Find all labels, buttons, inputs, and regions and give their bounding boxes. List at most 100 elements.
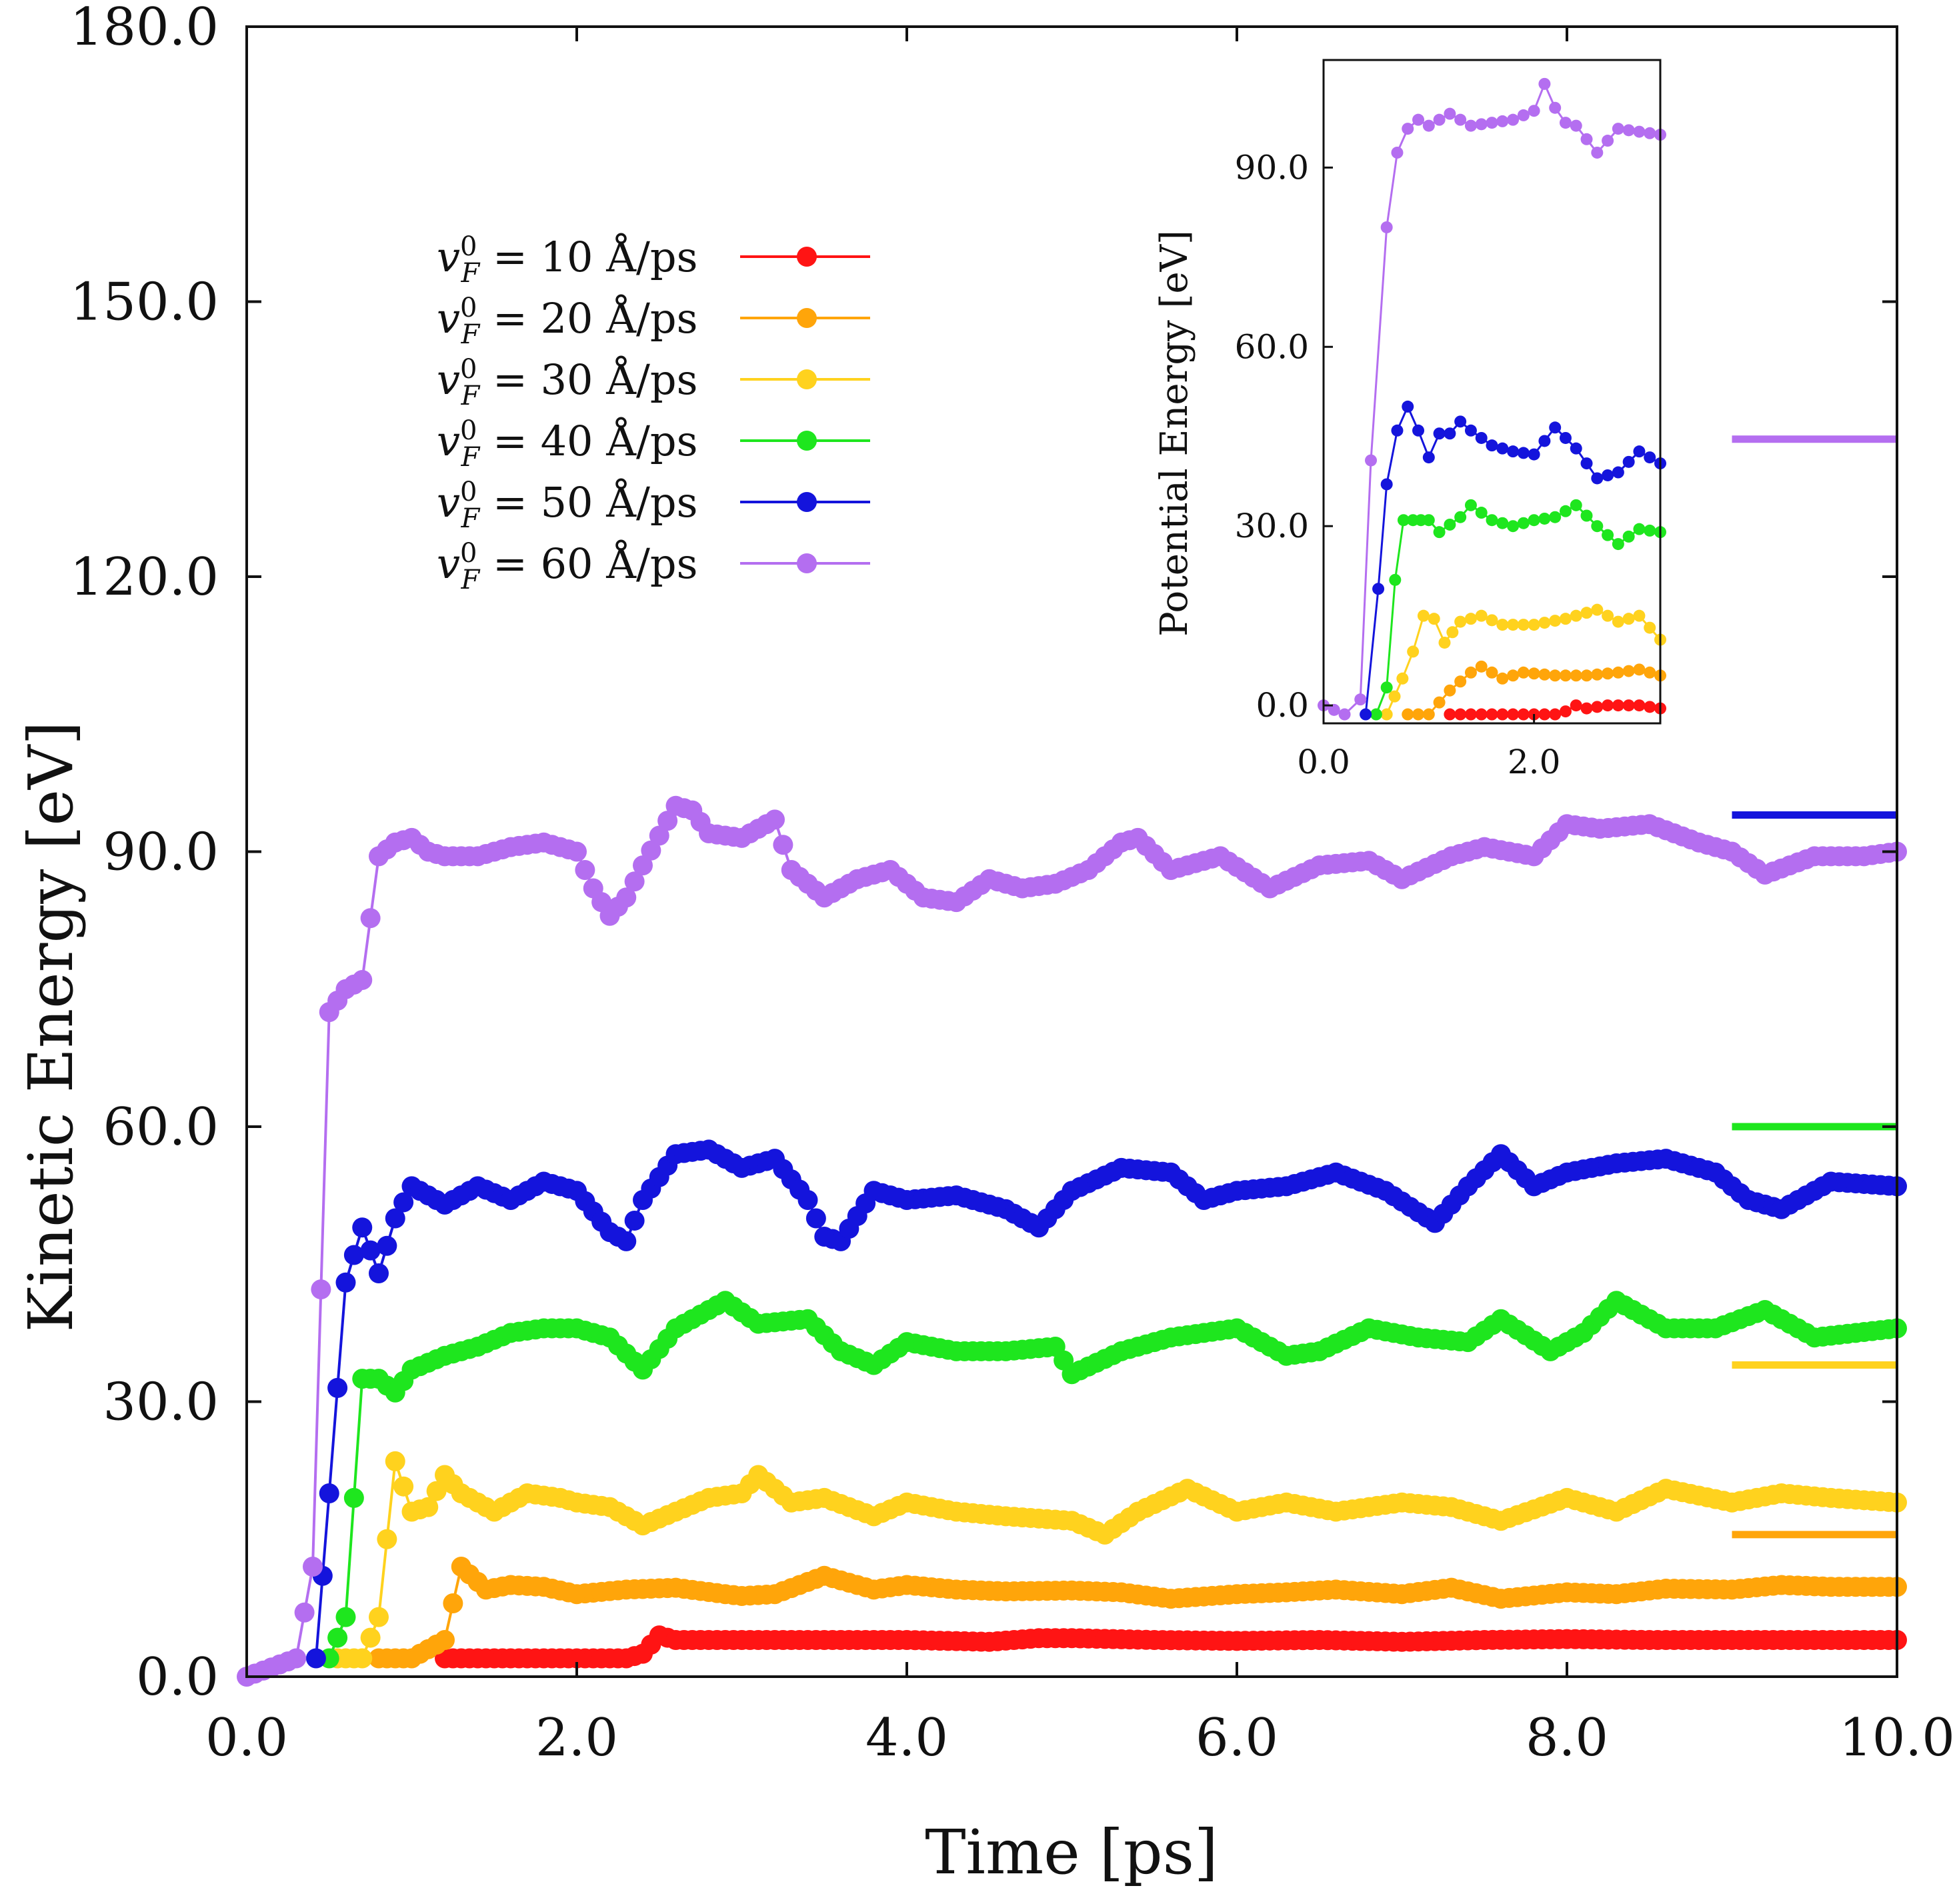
inset-data-point (1570, 669, 1582, 682)
main-data-point (426, 1481, 447, 1501)
inset-data-point (1591, 668, 1604, 681)
inset-data-point (1496, 442, 1509, 455)
inset-data-point (1580, 509, 1593, 522)
main-series-40-ps (319, 1291, 1907, 1669)
y-tick-label: 0.0 (136, 1647, 219, 1707)
inset-data-point (1370, 708, 1382, 721)
inset-data-point (1538, 708, 1551, 721)
inset-data-point (1464, 424, 1477, 437)
inset-data-point (1559, 117, 1572, 129)
inset-data-point (1507, 113, 1520, 126)
inset-data-point (1549, 669, 1562, 682)
inset-data-point (1486, 708, 1498, 721)
main-data-point (649, 825, 669, 846)
inset-y-tick-label: 0.0 (1256, 686, 1309, 725)
main-data-point (352, 970, 373, 990)
inset-data-point (1517, 109, 1530, 121)
inset-data-point (1644, 621, 1656, 634)
main-data-point (385, 1451, 405, 1471)
inset-data-point (1354, 693, 1367, 706)
inset-ticks (1322, 166, 1536, 723)
inset-data-point (1402, 123, 1414, 135)
y-tick-label: 120.0 (70, 547, 219, 607)
inset-data-point (1612, 666, 1624, 679)
main-data-point (369, 1263, 389, 1283)
inset-series-30-ps (1380, 603, 1666, 721)
inset-y-tick-label: 90.0 (1235, 148, 1309, 187)
inset-data-point (1580, 702, 1593, 715)
main-data-point (377, 1235, 397, 1256)
inset-data-point (1486, 614, 1498, 627)
main-data-point (657, 811, 678, 831)
main-series-60-ps (237, 795, 1907, 1687)
legend-marker (797, 431, 817, 451)
inset-data-point (1622, 455, 1635, 468)
inset-data-point (1549, 615, 1562, 627)
x-tick-label: 10.0 (1839, 1708, 1955, 1768)
x-tick-label: 4.0 (865, 1708, 948, 1768)
inset-data-point (1570, 699, 1582, 712)
inset-data-point (1644, 524, 1656, 537)
inset-data-point (1644, 701, 1656, 713)
inset-data-point (1454, 511, 1467, 523)
inset-data-point (1444, 427, 1456, 440)
inset-data-point (1475, 609, 1488, 622)
inset-data-point (1622, 665, 1635, 677)
legend-marker (797, 247, 817, 267)
inset-data-point (1549, 708, 1562, 721)
inset-y-axis-title: Potential Energy [eV] (1153, 230, 1196, 637)
legend-entry-60-ps: v0 F = 60 Å/ps (437, 538, 870, 595)
inset-data-point (1633, 125, 1646, 138)
main-ticks (245, 25, 1898, 1678)
inset-data-point (1591, 146, 1604, 159)
main-data-point (311, 1279, 331, 1300)
inset-data-point (1622, 530, 1635, 543)
main-data-point (286, 1648, 307, 1669)
inset-data-point (1507, 669, 1520, 682)
inset-data-point (1580, 607, 1593, 619)
y-tick-label: 150.0 (70, 273, 219, 333)
inset-data-point (1517, 517, 1530, 529)
legend-label: v0 F = 50 Å/ps (437, 477, 697, 534)
inset-data-point (1422, 708, 1435, 721)
inset-data-point (1570, 499, 1582, 511)
inset-data-point (1422, 119, 1435, 132)
inset-data-point (1446, 626, 1459, 639)
inset-data-point (1454, 113, 1467, 126)
inset-data-point (1402, 400, 1414, 413)
inset-data-point (1591, 701, 1604, 713)
inset-data-point (1549, 101, 1562, 114)
inset-data-point (1365, 454, 1378, 467)
inset-data-point (1517, 447, 1530, 459)
inset-data-point (1602, 469, 1614, 481)
main-data-point (360, 1627, 381, 1648)
legend-label: v0 F = 10 Å/ps (437, 231, 697, 289)
main-series-10-ps (435, 1625, 1907, 1669)
inset-data-point (1328, 703, 1340, 716)
inset-data-point (1422, 514, 1435, 527)
inset-data-point (1538, 435, 1551, 447)
inset-data-point (1622, 699, 1635, 712)
inset-data-point (1380, 478, 1393, 491)
y-axis-title: Kinetic Energy [eV] (15, 721, 87, 1333)
inset-data-point (1517, 666, 1530, 679)
y-tick-label: 90.0 (103, 823, 219, 883)
inset-data-point (1602, 135, 1614, 147)
main-data-point (319, 1483, 339, 1503)
inset-data-point (1538, 512, 1551, 525)
inset-y-tick-label: 60.0 (1235, 327, 1309, 366)
inset-data-point (1475, 431, 1488, 444)
inset-data-point (1417, 609, 1430, 622)
inset-x-tick-labels: 0.0 2.0 (1297, 743, 1560, 781)
inset-data-point (1517, 619, 1530, 631)
inset-data-point (1444, 684, 1456, 697)
inset-data-point (1496, 517, 1509, 529)
main-data-point (624, 1210, 645, 1231)
main-series-20-ps (369, 1557, 1907, 1669)
legend-entry-40-ps: v0 F = 40 Å/ps (437, 415, 870, 473)
inset-data-point (1559, 669, 1572, 682)
y-tick-label: 30.0 (103, 1373, 219, 1433)
inset-data-point (1464, 613, 1477, 625)
main-data-point (567, 841, 587, 862)
inset-data-point (1433, 696, 1446, 709)
